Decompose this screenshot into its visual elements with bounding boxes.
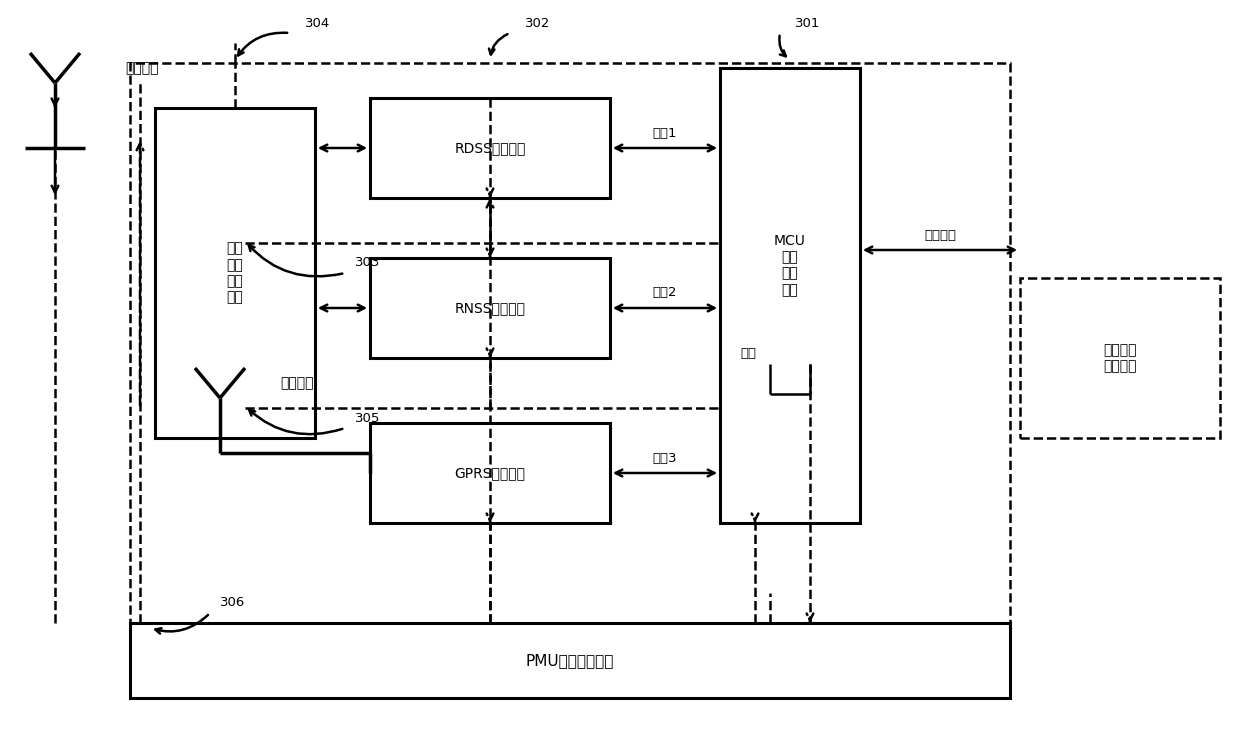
Text: 控制: 控制: [740, 348, 756, 360]
Text: 无源天线: 无源天线: [280, 376, 314, 390]
Text: 北斗
信号
合路
单元: 北斗 信号 合路 单元: [227, 242, 243, 304]
Text: RDSS电路单元: RDSS电路单元: [454, 141, 526, 155]
Bar: [370, 98, 610, 198]
Bar: [720, 68, 861, 523]
Bar: [155, 108, 315, 438]
Text: 302: 302: [525, 16, 551, 30]
Text: 306: 306: [219, 596, 246, 610]
Text: GPRS电路单元: GPRS电路单元: [455, 466, 526, 480]
Text: 有源天线: 有源天线: [125, 61, 159, 75]
Text: PMU电源管理单元: PMU电源管理单元: [526, 653, 614, 668]
Bar: [1021, 278, 1220, 438]
Bar: [130, 63, 1011, 623]
Text: 304: 304: [305, 16, 330, 30]
Bar: [370, 423, 610, 523]
Text: 接口1: 接口1: [652, 126, 677, 139]
Bar: [130, 623, 1011, 698]
Bar: [370, 258, 610, 358]
Text: 301: 301: [795, 16, 821, 30]
Text: 303: 303: [355, 257, 381, 269]
Text: 接口2: 接口2: [652, 286, 677, 300]
Text: 305: 305: [355, 412, 381, 424]
Text: 模块接口: 模块接口: [924, 229, 956, 241]
Text: 接口3: 接口3: [652, 452, 677, 464]
Text: 电力计量
终端设备: 电力计量 终端设备: [1104, 343, 1137, 373]
Text: RNSS电路单元: RNSS电路单元: [455, 301, 526, 315]
Text: MCU
主控
电路
单元: MCU 主控 电路 单元: [774, 234, 806, 297]
